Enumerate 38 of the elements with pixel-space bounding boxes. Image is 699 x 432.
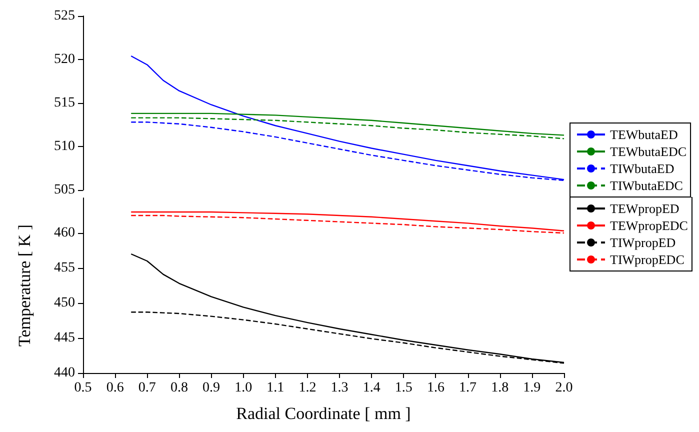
line-series [130,112,565,136]
legend-label: TIWbutaED [610,161,674,176]
y-tick-label: 455 [54,260,75,276]
legend-label: TEWpropEDC [610,218,688,233]
legend-label: TIWpropEDC [610,252,684,267]
legend-label: TIWpropED [610,235,676,250]
y-tick-label: 460 [54,226,75,240]
legend-label: TEWbutaED [610,127,678,142]
x-tick-label: 1.0 [234,380,252,396]
x-tick-label: 1.8 [491,380,509,396]
x-tick-label: 0.6 [106,380,124,396]
legend-label: TEWpropED [610,201,680,216]
y-tick-label: 525 [54,8,75,24]
y-tick-label: 450 [54,296,75,310]
y-tick-label: 440 [54,366,75,380]
y-tick-label: 520 [54,52,75,67]
x-tick-label: 1.9 [523,380,541,396]
x-tick-label: 0.5 [74,380,92,396]
legend-label: TIWbutaEDC [610,178,683,193]
x-tick-label: 1.3 [330,380,348,396]
x-tick-label: 1.2 [298,380,316,396]
y-tick-label: 445 [54,330,75,346]
line-series [130,117,565,140]
x-tick-label: 1.5 [394,380,412,396]
x-tick-label: 0.8 [170,380,188,396]
y-tick-label: 515 [54,96,75,110]
x-tick-label: 1.1 [266,380,284,396]
x-tick-label: 1.4 [362,380,380,396]
y-tick-label: 510 [54,139,75,154]
y-tick-label: 505 [54,182,75,198]
x-tick-label: 1.6 [426,380,444,396]
x-tick-label: 0.9 [202,380,220,396]
x-axis-title: Radial Coordinate [ mm ] [236,404,411,423]
x-tick-label: 1.7 [459,380,477,396]
legend-label: TEWbutaEDC [610,144,687,159]
x-tick-label: 0.7 [138,380,156,396]
y-axis-title: Temperature [ K ] [15,224,34,346]
x-tick-label: 2.0 [555,380,573,396]
